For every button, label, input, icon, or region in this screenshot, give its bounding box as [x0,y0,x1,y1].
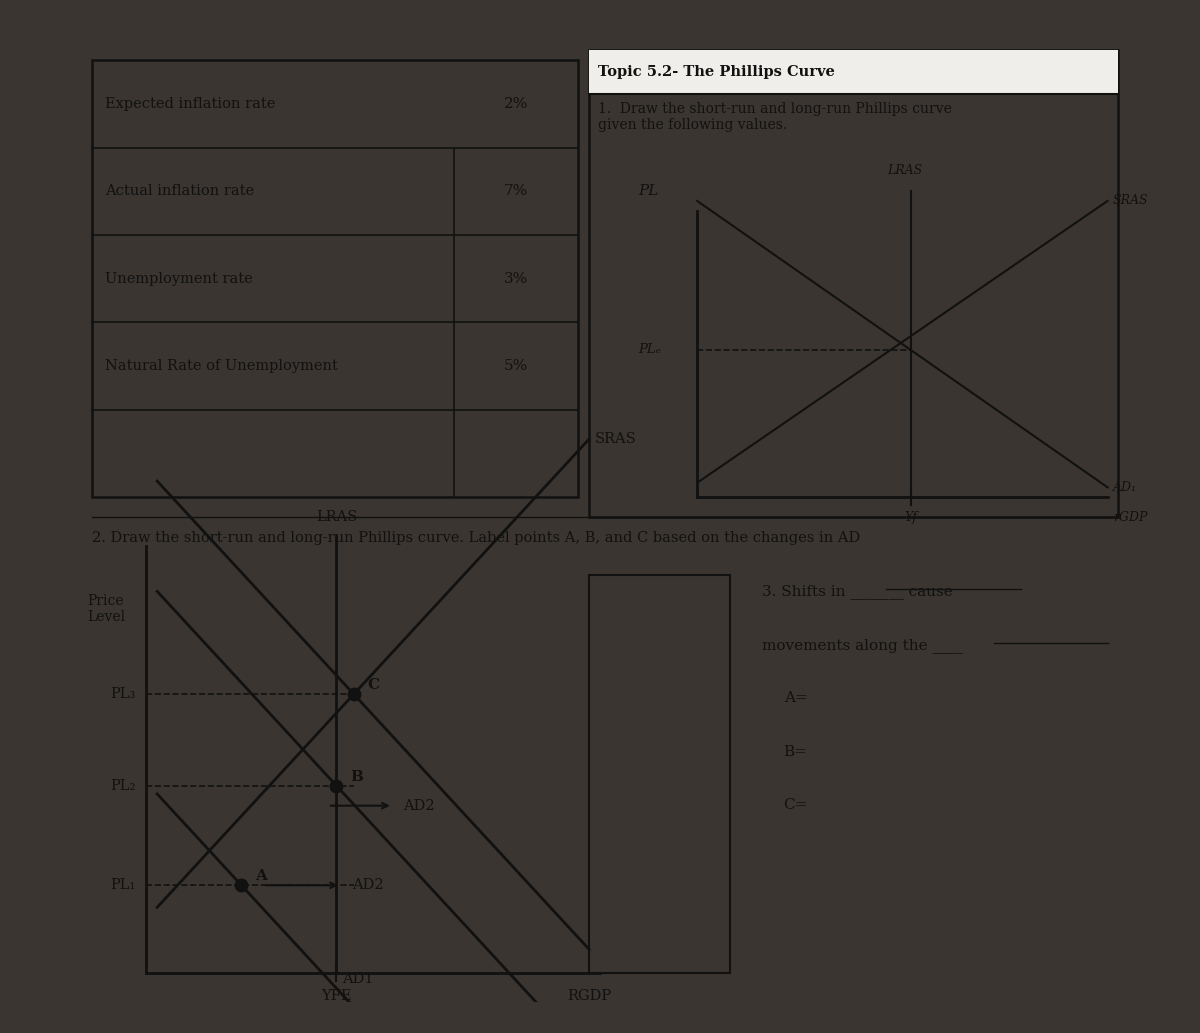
Bar [589,51,1118,94]
Text: 3%: 3% [504,272,528,285]
Text: PL: PL [638,184,658,198]
Bar [589,51,1118,516]
Text: Expected inflation rate: Expected inflation rate [106,97,276,111]
Text: Price
Level: Price Level [88,594,125,624]
Text: SRAS: SRAS [1114,194,1148,208]
Text: PLₑ: PLₑ [638,343,660,356]
Text: PL₃: PL₃ [110,687,136,701]
Text: RGDP: RGDP [568,989,611,1003]
Text: SRAS: SRAS [595,432,636,446]
Text: Unemployment rate: Unemployment rate [106,272,253,285]
Text: B=: B= [784,745,808,758]
Text: Yf: Yf [904,511,917,525]
Text: B: B [350,770,364,784]
Text: 3. Shifts in _______ cause: 3. Shifts in _______ cause [762,585,953,599]
Text: AD2: AD2 [352,878,383,893]
Text: PL₁: PL₁ [110,878,136,893]
Text: YFE: YFE [322,989,352,1003]
Text: 2. Draw the short-run and long-run Phillips curve. Label points A, B, and C base: 2. Draw the short-run and long-run Phill… [92,531,860,545]
Text: AD1: AD1 [342,972,374,985]
Text: A: A [256,870,268,883]
Text: C: C [368,679,380,692]
Bar [92,60,578,497]
Text: C=: C= [784,799,808,812]
Text: 5%: 5% [504,359,528,373]
Text: LRAS: LRAS [888,163,923,177]
Text: 7%: 7% [504,184,528,198]
Text: PL₂: PL₂ [110,779,136,792]
Text: AD2: AD2 [403,799,436,813]
Text: LRAS: LRAS [316,510,358,525]
Bar [589,574,730,973]
Text: Natural Rate of Unemployment: Natural Rate of Unemployment [106,359,338,373]
Text: 2%: 2% [504,97,528,111]
Text: A=: A= [784,691,808,706]
Text: AD₁: AD₁ [1114,481,1138,494]
Text: Actual inflation rate: Actual inflation rate [106,184,254,198]
Text: 1.  Draw the short-run and long-run Phillips curve
given the following values.: 1. Draw the short-run and long-run Phill… [598,102,952,132]
Text: Topic 5.2- The Phillips Curve: Topic 5.2- The Phillips Curve [598,65,835,80]
Text: rGDP: rGDP [1114,511,1147,525]
Text: movements along the ____: movements along the ____ [762,637,964,653]
